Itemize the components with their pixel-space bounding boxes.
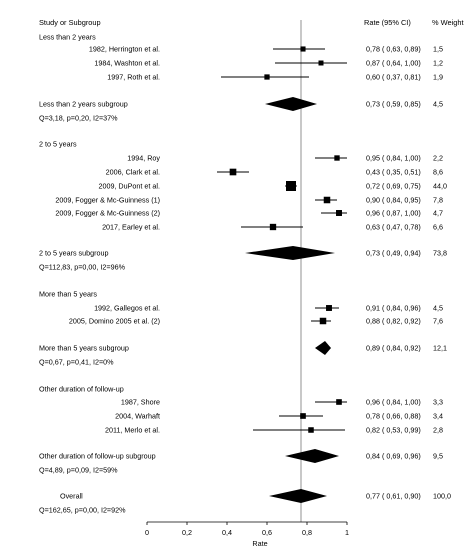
subgroup-weight: 12,1: [433, 344, 447, 353]
study-label: 2005, Domino 2005 et al. (2): [69, 317, 160, 326]
rate-ci: 0,95 ( 0,84, 1,00): [366, 154, 421, 163]
x-tick-label: 0: [145, 528, 149, 537]
subgroup-rate-ci: 0,89 ( 0,84, 0,92): [366, 344, 421, 353]
point-estimate: [300, 413, 306, 419]
overall-weight: 100,0: [433, 492, 451, 501]
subgroup-diamond: [265, 97, 317, 111]
point-estimate: [326, 305, 332, 311]
point-estimate: [319, 317, 327, 325]
rate-ci: 0,91 ( 0,84, 0,96): [366, 304, 421, 313]
study-label: 2004, Warhaft: [115, 412, 160, 421]
weight: 2,8: [433, 426, 443, 435]
point-estimate: [229, 168, 237, 176]
point-estimate: [334, 155, 340, 161]
weight: 1,9: [433, 73, 443, 82]
weight: 1,2: [433, 59, 443, 68]
subgroup-label: Other duration of follow-up subgroup: [39, 452, 156, 461]
weight: 44,0: [433, 182, 447, 191]
subgroup-label: More than 5 years subgroup: [39, 344, 129, 353]
point-estimate: [336, 399, 342, 405]
subgroup-diamond: [315, 341, 331, 355]
rate-ci: 0,96 ( 0,84, 1,00): [366, 398, 421, 407]
point-estimate: [323, 196, 331, 204]
weight: 2,2: [433, 154, 443, 163]
group-title: Other duration of follow-up: [39, 385, 124, 394]
point-estimate: [308, 427, 314, 433]
rate-ci: 0,88 ( 0,82, 0,92): [366, 317, 421, 326]
weight: 8,6: [433, 168, 443, 177]
point-estimate: [300, 46, 306, 52]
overall-label: Overall: [60, 492, 83, 501]
plot-area: Less than 2 years 1982, Herrington et al.…: [39, 20, 451, 537]
study-label: 1984, Washton et al.: [94, 59, 160, 68]
x-tick-label: 0,2: [182, 528, 192, 537]
study-label: 1992, Gallegos et al.: [94, 304, 160, 313]
subgroup-label: 2 to 5 years subgroup: [39, 249, 109, 258]
x-tick-label: 0,6: [262, 528, 272, 537]
subgroup-weight: 4,5: [433, 100, 443, 109]
rate-ci: 0,87 ( 0,64, 1,00): [366, 59, 421, 68]
subgroup-diamond: [285, 449, 339, 463]
heterogeneity-stat: Q=112,83, p=0,00, I2=96%: [39, 263, 126, 272]
header-weight: % Weight: [432, 18, 464, 27]
point-estimate: [264, 74, 270, 80]
weight: 4,7: [433, 209, 443, 218]
header-rate: Rate (95% CI): [364, 18, 411, 27]
subgroup-rate-ci: 0,84 ( 0,69, 0,96): [366, 452, 421, 461]
group-title: More than 5 years: [39, 290, 97, 299]
study-label: 1994, Roy: [127, 154, 160, 163]
heterogeneity-stat: Q=4,89, p=0,09, I2=59%: [39, 466, 118, 475]
subgroup-diamond: [245, 246, 335, 260]
study-label: 1987, Shore: [121, 398, 160, 407]
rate-ci: 0,43 ( 0,35, 0,51): [366, 168, 421, 177]
subgroup-weight: 9,5: [433, 452, 443, 461]
weight: 4,5: [433, 304, 443, 313]
heterogeneity-stat: Q=0,67, p=0,41, I2=0%: [39, 358, 114, 367]
header-study: Study or Subgroup: [39, 18, 101, 27]
rate-ci: 0,82 ( 0,53, 0,99): [366, 426, 421, 435]
x-tick-label: 1: [345, 528, 349, 537]
study-label: 2009, DuPont et al.: [98, 182, 160, 191]
rate-ci: 0,78 ( 0,63, 0,89): [366, 45, 421, 54]
weight: 1,5: [433, 45, 443, 54]
rate-ci: 0,60 ( 0,37, 0,81): [366, 73, 421, 82]
point-estimate: [286, 181, 296, 191]
study-label: 1997, Roth et al.: [107, 73, 160, 82]
point-estimate: [269, 223, 277, 231]
heterogeneity-stat: Q=3,18, p=0,20, I2=37%: [39, 114, 118, 123]
group-title: 2 to 5 years: [39, 140, 77, 149]
study-label: 2011, Merlo et al.: [105, 426, 160, 435]
rate-ci: 0,90 ( 0,84, 0,95): [366, 196, 421, 205]
rate-ci: 0,72 ( 0,69, 0,75): [366, 182, 421, 191]
point-estimate: [336, 210, 342, 216]
x-axis-label: Rate: [252, 539, 267, 548]
subgroup-rate-ci: 0,73 ( 0,59, 0,85): [366, 100, 421, 109]
study-label: 2009, Fogger & Mc-Guinness (2): [55, 209, 160, 218]
study-label: 2006, Clark et al.: [106, 168, 160, 177]
weight: 7,6: [433, 317, 443, 326]
x-tick-label: 0,4: [222, 528, 232, 537]
weight: 3,4: [433, 412, 443, 421]
study-label: 2009, Fogger & Mc-Guinness (1): [55, 196, 160, 205]
overall-rate-ci: 0,77 ( 0,61, 0,90): [366, 492, 421, 501]
rate-ci: 0,63 ( 0,47, 0,78): [366, 223, 421, 232]
weight: 3,3: [433, 398, 443, 407]
subgroup-rate-ci: 0,73 ( 0,49, 0,94): [366, 249, 421, 258]
weight: 7,8: [433, 196, 443, 205]
point-estimate: [318, 60, 324, 66]
weight: 6,6: [433, 223, 443, 232]
study-label: 2017, Earley et al.: [102, 223, 160, 232]
subgroup-label: Less than 2 years subgroup: [39, 100, 128, 109]
rate-ci: 0,78 ( 0,66, 0,88): [366, 412, 421, 421]
overall-diamond: [269, 489, 327, 503]
subgroup-weight: 73,8: [433, 249, 447, 258]
overall-heterogeneity: Q=162,65, p=0,00, I2=92%: [39, 506, 126, 515]
group-title: Less than 2 years: [39, 33, 96, 42]
study-label: 1982, Herrington et al.: [89, 45, 160, 54]
x-tick-label: 0,8: [302, 528, 312, 537]
rate-ci: 0,96 ( 0,87, 1,00): [366, 209, 421, 218]
